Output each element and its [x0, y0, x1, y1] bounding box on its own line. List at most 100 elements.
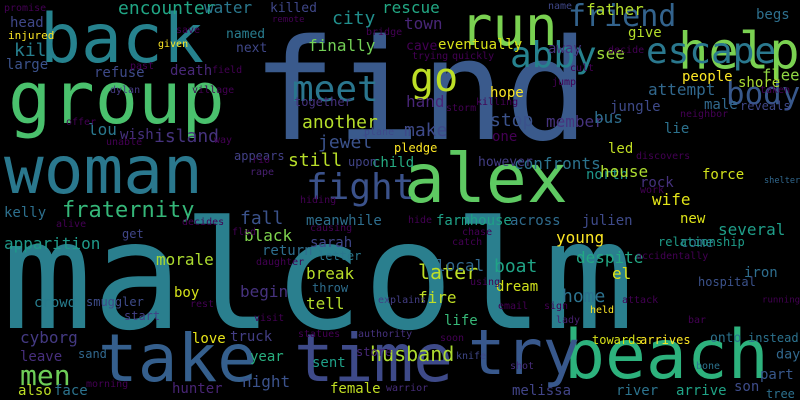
word: letter [318, 249, 362, 263]
word: water [204, 0, 253, 17]
word: towards [592, 333, 643, 347]
word: rape [250, 167, 275, 178]
word: accidentally [636, 251, 709, 262]
word: tell [306, 294, 345, 313]
word: year [250, 349, 284, 365]
word: give [628, 25, 662, 41]
word: alive [56, 219, 87, 230]
word: work [640, 185, 665, 196]
word: promise [4, 3, 47, 14]
word: black [244, 226, 293, 245]
word: next [236, 41, 268, 56]
word: beach [564, 316, 769, 395]
word: lou [88, 120, 117, 139]
word: young [556, 228, 605, 247]
word: melissa [512, 383, 572, 399]
word: upon [348, 155, 377, 169]
word: men [20, 359, 71, 392]
word: hunter [172, 381, 223, 397]
word: body [726, 75, 800, 112]
word: eventually [438, 37, 523, 53]
word: however [478, 155, 533, 170]
word: past [130, 61, 155, 72]
word: life [444, 313, 478, 329]
word: save [176, 25, 201, 36]
word: begin [240, 282, 289, 301]
word: statues [298, 329, 341, 340]
word: face [54, 383, 88, 399]
word: morale [156, 250, 214, 269]
word: sarah [310, 235, 353, 251]
word: hide [408, 215, 433, 226]
word: also [18, 383, 52, 399]
word: boy [174, 285, 200, 301]
word: break [306, 264, 355, 283]
word: jewel [318, 132, 373, 153]
word: part [760, 367, 794, 383]
word: encounter [118, 0, 216, 19]
word: el [612, 264, 632, 283]
word: back [40, 0, 204, 79]
word: name [548, 1, 573, 12]
word: woman [4, 132, 203, 209]
word: explains [378, 295, 427, 306]
word: attempt [648, 80, 716, 99]
word: island [154, 126, 220, 147]
word: onto [710, 331, 742, 346]
word: bar [688, 315, 707, 326]
word: husband [370, 342, 455, 366]
word: held [590, 305, 615, 316]
word: arrive [676, 383, 727, 399]
word: house [600, 162, 649, 181]
word: lie [664, 121, 690, 137]
word: friend [568, 0, 677, 34]
word: father [586, 0, 644, 19]
word: sand [78, 347, 107, 361]
word: authority [358, 329, 413, 340]
word: smuggler [86, 295, 144, 309]
word: soon [440, 333, 465, 344]
word: fire [418, 288, 457, 307]
word: later [418, 260, 479, 284]
word: flee [762, 66, 800, 85]
word: wish [120, 127, 154, 143]
word: abby [510, 35, 597, 76]
word: boat [494, 256, 538, 277]
word: fraternity [62, 198, 195, 223]
word: leave [20, 349, 63, 365]
word: warrior [386, 383, 429, 394]
word: still [288, 150, 343, 171]
word: chase [462, 227, 493, 238]
word: email [498, 301, 529, 312]
word: cult [570, 63, 595, 74]
word: led [608, 141, 634, 157]
word: cave [406, 39, 438, 54]
word: get [122, 227, 144, 241]
word: instead [748, 331, 799, 345]
word: hospital [698, 275, 756, 289]
word: head [10, 15, 44, 31]
word: run [460, 0, 558, 58]
word: male [704, 97, 738, 113]
word: fight [306, 167, 415, 208]
word: attack [622, 295, 659, 306]
word: people [682, 69, 733, 85]
word: meanwhile [306, 213, 382, 229]
word: apparition [4, 234, 101, 253]
word: rescue [382, 0, 440, 17]
word: new [680, 211, 706, 227]
word: hope [490, 85, 524, 101]
word: malcolm [2, 190, 635, 364]
word: pledge [394, 141, 438, 155]
word: night [242, 372, 291, 391]
word: son [734, 379, 760, 395]
word: jump [552, 77, 577, 88]
word: visit [254, 313, 285, 324]
word: hiding [300, 195, 337, 206]
word: taken [760, 85, 791, 96]
word: home [562, 286, 606, 307]
word: offer [66, 117, 97, 128]
word: killed [270, 1, 317, 16]
word: time [294, 320, 453, 397]
